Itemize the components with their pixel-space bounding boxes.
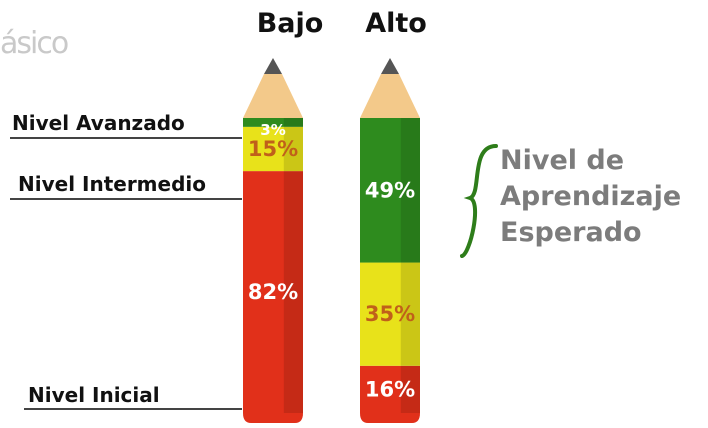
leader-line-advanced	[10, 137, 242, 139]
bar-facet-bajo-2	[283, 118, 303, 127]
bar-segment-alto-2	[360, 118, 420, 263]
data-label-bajo-1: 15%	[248, 137, 298, 161]
leader-line-initial	[24, 408, 242, 410]
pencil-end-cap	[243, 413, 303, 423]
bar-segment-bajo-2	[243, 118, 303, 127]
expected-label-line-2: Aprendizaje	[500, 181, 682, 212]
pencil-alto: 16% 35% 49%	[360, 58, 420, 423]
expected-label-line-3: Esperado	[500, 217, 642, 248]
category-label-alto: Alto	[365, 8, 427, 39]
leader-line-intermediate	[10, 198, 242, 200]
bar-segment-alto-0	[360, 365, 420, 413]
data-label-bajo-2: 3%	[260, 121, 285, 139]
bar-facet-alto-2	[400, 118, 420, 263]
pencil-tip	[243, 74, 303, 118]
data-label-bajo-0: 82%	[248, 280, 298, 304]
bar-facet-alto-1	[400, 262, 420, 366]
pencil-graphite	[381, 58, 399, 74]
curly-brace-icon	[460, 144, 498, 258]
pencil-bajo: 82% 15%3%	[243, 58, 303, 423]
pencil-graphite	[264, 58, 282, 74]
level-label-advanced: Nivel Avanzado	[12, 111, 185, 135]
data-label-alto-2: 49%	[365, 178, 415, 202]
bar-segment-alto-1	[360, 262, 420, 366]
logo-fragment: ásico	[0, 26, 69, 61]
bar-facet-bajo-0	[283, 171, 303, 413]
bar-facet-alto-0	[400, 365, 420, 413]
bar-segment-bajo-0	[243, 171, 303, 413]
bar-facet-bajo-1	[283, 126, 303, 172]
expected-label-line-1: Nivel de	[500, 145, 625, 176]
level-label-initial: Nivel Inicial	[28, 383, 160, 407]
data-label-alto-1: 35%	[365, 302, 415, 326]
category-label-bajo: Bajo	[256, 8, 324, 39]
pencil-tip	[360, 74, 420, 118]
data-label-alto-0: 16%	[365, 377, 415, 401]
expected-level-label: Nivel de Aprendizaje Esperado	[500, 143, 681, 251]
pencil-end-cap	[360, 413, 420, 423]
level-label-intermediate: Nivel Intermedio	[18, 172, 206, 196]
bar-segment-bajo-1	[243, 126, 303, 172]
